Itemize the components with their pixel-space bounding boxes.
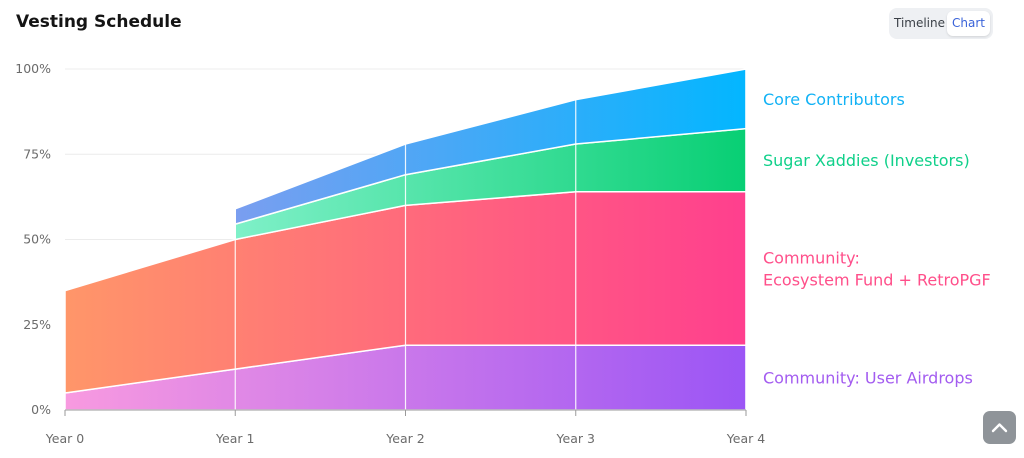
x-tick-label: Year 0 [45, 431, 84, 446]
y-tick-label: 25% [23, 317, 51, 332]
legend-label-community-ecosystem-fund-retropgf: Community: Ecosystem Fund + RetroPGF [763, 248, 991, 289]
legend-label-sugar-xaddies-investors: Sugar Xaddies (Investors) [763, 151, 970, 170]
x-tick-label: Year 1 [215, 431, 254, 446]
timeline-tab[interactable]: Timeline [893, 16, 946, 30]
x-tick-label: Year 3 [556, 431, 595, 446]
x-tick-label: Year 4 [726, 431, 765, 446]
y-tick-label: 0% [31, 402, 51, 417]
page-title: Vesting Schedule [16, 12, 182, 32]
view-toggle: Timeline Chart [889, 8, 993, 39]
chart-tab[interactable]: Chart [947, 11, 990, 36]
areas [64, 68, 747, 411]
legend: Community: User Airdrops Community: Ecosys… [763, 90, 991, 388]
y-tick-label: 100% [15, 61, 51, 76]
legend-label-core-contributors: Core Contributors [763, 90, 905, 109]
scroll-to-top-button[interactable] [983, 411, 1016, 444]
y-tick-label: 75% [23, 146, 51, 161]
x-tick-label: Year 2 [385, 431, 424, 446]
legend-label-community-user-airdrops: Community: User Airdrops [763, 369, 973, 388]
chevron-up-icon [991, 423, 1008, 433]
y-tick-label: 50% [23, 232, 51, 247]
axes: 0% 25% 50% 75% 100% Year 0 Year 1 Year 2 Year 3 Y… [15, 61, 765, 446]
